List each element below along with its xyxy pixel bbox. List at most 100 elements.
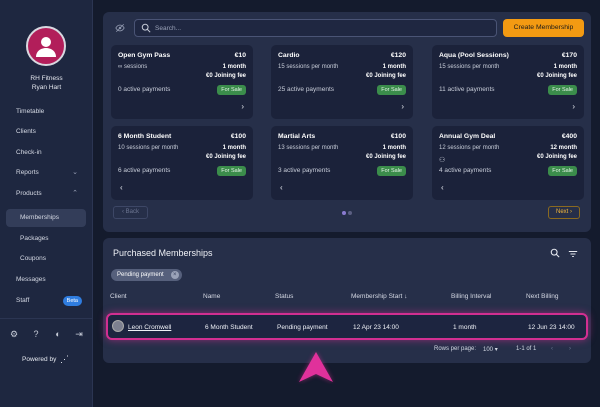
page-dot[interactable] (348, 211, 352, 215)
memberships-panel: Create Membership Open Gym Pass €10 ∞ se… (103, 12, 591, 232)
prev-page-icon[interactable]: ‹ (551, 346, 553, 352)
interval-cell: 1 month (453, 324, 477, 331)
sidebar-item-memberships[interactable]: Memberships (6, 209, 86, 227)
rows-per-page-select[interactable]: 100 ▾ (483, 346, 498, 353)
pagination-range: 1-1 of 1 (516, 346, 537, 352)
close-icon[interactable]: × (170, 271, 179, 279)
sidebar-item-label: Check-in (16, 149, 42, 156)
column-header-next-billing[interactable]: Next Billing (526, 293, 559, 300)
sidebar-item-messages[interactable]: Messages (6, 271, 86, 289)
next-billing-cell: 12 Jun 23 14:00 (528, 324, 575, 331)
chevron-right-icon[interactable]: › (401, 102, 404, 111)
membership-card-6-month-student[interactable]: 6 Month Student €100 10 sessions per mon… (111, 126, 253, 200)
back-label: Back (125, 209, 139, 215)
membership-payments: 3 active payments (278, 167, 331, 174)
for-sale-badge: For Sale (377, 85, 406, 95)
students-icon: ⚇ (439, 157, 446, 164)
eye-off-icon[interactable] (115, 23, 125, 33)
chevron-left-icon[interactable]: ‹ (120, 183, 123, 192)
membership-sessions: ∞ sessions (118, 64, 148, 70)
gear-icon[interactable]: ⚙ (9, 329, 19, 339)
membership-duration: 1 month (222, 145, 246, 151)
membership-name: 6 Month Student (118, 133, 172, 140)
back-button[interactable]: ‹ Back (113, 206, 148, 219)
filter-icon[interactable] (568, 249, 578, 259)
sidebar-item-coupons[interactable]: Coupons (6, 250, 86, 268)
search-icon[interactable] (550, 248, 560, 258)
chevron-right-icon[interactable]: › (572, 102, 575, 111)
page-dot-active[interactable] (342, 211, 346, 215)
filter-chip-label: Pending payment (117, 272, 164, 278)
logout-icon[interactable]: ⇥ (75, 329, 83, 339)
create-membership-button[interactable]: Create Membership (503, 19, 584, 37)
next-page-icon[interactable]: › (569, 346, 571, 352)
status-cell: Pending payment (277, 324, 328, 331)
sidebar-item-label: Reports (16, 169, 39, 176)
search-input[interactable] (155, 22, 485, 34)
for-sale-badge: For Sale (548, 85, 577, 95)
user-icon (36, 37, 56, 57)
chevron-right-icon[interactable]: › (241, 102, 244, 111)
column-header-status[interactable]: Status (275, 293, 294, 300)
column-header-membership-start[interactable]: Membership Start ↓ (351, 293, 408, 300)
sidebar-item-staff[interactable]: Staff Beta (6, 292, 86, 310)
client-name-link[interactable]: Leon Cromwell (128, 324, 172, 331)
membership-sessions: 15 sessions per month (278, 64, 339, 70)
sidebar-item-reports[interactable]: Reports ⌄ (6, 164, 86, 182)
sidebar-item-label: Timetable (16, 108, 45, 115)
sidebar-item-label: Products (16, 190, 42, 197)
filter-chip[interactable]: Pending payment × (111, 269, 182, 281)
membership-price: €100 (390, 133, 406, 140)
next-button[interactable]: Next › (548, 206, 580, 219)
sidebar-footer: ⚙ ? ◐ ⇥ Powered by ⋰ (0, 318, 93, 378)
sidebar-item-timetable[interactable]: Timetable (6, 103, 86, 121)
chevron-down-icon: ⌄ (72, 169, 78, 176)
purchased-memberships-panel: Purchased Memberships Pending payment × C… (103, 238, 591, 363)
membership-card-open-gym-pass[interactable]: Open Gym Pass €10 ∞ sessions 1 month €0 … (111, 45, 253, 119)
sidebar-item-clients[interactable]: Clients (6, 123, 86, 141)
membership-payments: 25 active payments (278, 86, 335, 93)
sidebar-item-label: Coupons (20, 255, 47, 262)
org-name: RH Fitness (30, 75, 63, 82)
table-row[interactable]: Leon Cromwell 6 Month Student Pending pa… (106, 313, 588, 340)
for-sale-badge: For Sale (217, 166, 246, 176)
membership-duration: 1 month (382, 64, 406, 70)
membership-card-cardio[interactable]: Cardio €120 15 sessions per month 1 mont… (271, 45, 413, 119)
highlight-pointer-icon (299, 352, 333, 382)
sidebar: RH Fitness Ryan Hart Timetable Clients C… (0, 0, 93, 407)
user-avatar[interactable] (26, 26, 66, 66)
membership-name: Martial Arts (278, 133, 316, 140)
column-header-name[interactable]: Name (203, 293, 221, 300)
column-header-billing-interval[interactable]: Billing Interval (451, 293, 492, 300)
membership-name: Annual Gym Deal (439, 133, 496, 140)
sidebar-item-products[interactable]: Products ⌃ (6, 185, 86, 203)
search-icon (141, 23, 151, 33)
membership-card-martial-arts[interactable]: Martial Arts €100 13 sessions per month … (271, 126, 413, 200)
chevron-left-icon[interactable]: ‹ (441, 183, 444, 192)
membership-fee: €0 Joining fee (205, 73, 246, 79)
sidebar-item-label: Clients (16, 128, 36, 135)
rows-per-page-label: Rows per page: (434, 346, 477, 352)
for-sale-badge: For Sale (217, 85, 246, 95)
membership-price: €170 (561, 52, 577, 59)
membership-sessions: 10 sessions per month (118, 145, 179, 151)
column-header-client[interactable]: Client (110, 293, 127, 300)
help-icon[interactable]: ? (33, 329, 39, 339)
membership-name-cell: 6 Month Student (205, 324, 253, 331)
membership-price: €100 (230, 133, 246, 140)
membership-fee: €0 Joining fee (365, 73, 406, 79)
brand-logo-icon: ⋰ (60, 354, 69, 364)
rows-per-page-value: 100 (483, 347, 494, 353)
theme-toggle-icon[interactable]: ◐ (55, 329, 61, 339)
beta-badge: Beta (62, 296, 82, 306)
sidebar-item-check-in[interactable]: Check-in (6, 144, 86, 162)
chevron-down-icon: ▾ (494, 347, 498, 353)
membership-card-annual-gym-deal[interactable]: Annual Gym Deal €400 12 sessions per mon… (432, 126, 584, 200)
sidebar-item-packages[interactable]: Packages (6, 230, 86, 248)
search-box[interactable] (134, 19, 497, 37)
start-cell: 12 Apr 23 14:00 (353, 324, 399, 331)
membership-sessions: 13 sessions per month (278, 145, 339, 151)
membership-payments: 0 active payments (118, 86, 171, 93)
chevron-left-icon[interactable]: ‹ (280, 183, 283, 192)
membership-card-aqua[interactable]: Aqua (Pool Sessions) €170 15 sessions pe… (432, 45, 584, 119)
